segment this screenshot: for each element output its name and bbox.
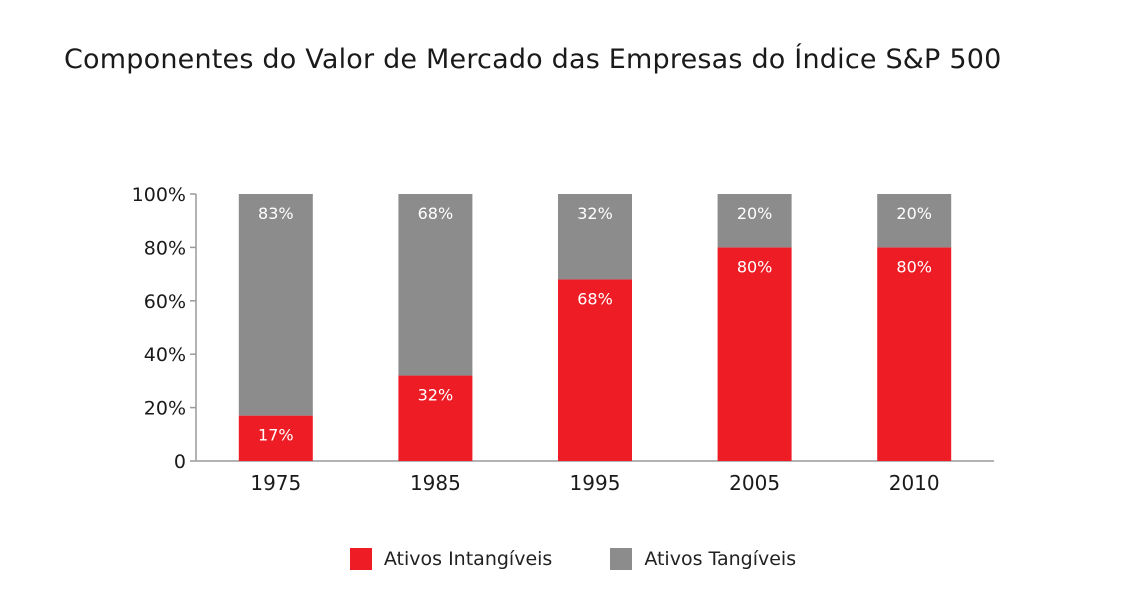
data-label-tangible: 32% bbox=[577, 204, 613, 223]
x-tick-label: 2005 bbox=[729, 471, 780, 495]
chart-title: Componentes do Valor de Mercado das Empr… bbox=[64, 44, 1002, 75]
data-label-intangible: 80% bbox=[737, 257, 773, 276]
legend-swatch-intangible bbox=[349, 548, 372, 570]
x-tick-label: 1975 bbox=[250, 471, 301, 495]
bar-segment-intangible bbox=[558, 279, 632, 461]
legend-swatch-tangible bbox=[610, 548, 633, 570]
y-tick-label: 60% bbox=[144, 291, 186, 313]
data-label-tangible: 20% bbox=[896, 204, 932, 223]
bar-segment-tangible bbox=[558, 194, 632, 280]
x-tick-label: 1985 bbox=[410, 471, 461, 495]
y-tick-label: 100% bbox=[132, 184, 186, 206]
y-tick-label: 80% bbox=[144, 237, 186, 259]
bar-segment-intangible bbox=[398, 375, 473, 461]
x-tick-label: 1995 bbox=[570, 471, 621, 495]
bar-segment-intangible bbox=[877, 247, 952, 461]
legend-label-tangible: Ativos Tangíveis bbox=[644, 548, 797, 570]
y-tick-label: 40% bbox=[144, 344, 186, 366]
data-label-tangible: 83% bbox=[258, 204, 294, 223]
bar-segment-tangible bbox=[717, 194, 792, 248]
x-tick-label: 2010 bbox=[889, 471, 940, 495]
legend-item-intangible: Ativos Intangíveis bbox=[349, 548, 553, 570]
data-label-intangible: 68% bbox=[577, 289, 613, 308]
y-tick-label: 20% bbox=[144, 398, 186, 420]
data-label-intangible: 17% bbox=[258, 426, 294, 445]
legend-item-tangible: Ativos Tangíveis bbox=[610, 548, 796, 570]
bar-segment-intangible bbox=[717, 247, 792, 461]
data-label-intangible: 80% bbox=[896, 257, 932, 276]
bar-segment-tangible bbox=[877, 194, 952, 248]
y-tick-label: 0 bbox=[174, 451, 186, 473]
bar-segment-tangible bbox=[398, 194, 473, 376]
data-label-tangible: 20% bbox=[737, 204, 773, 223]
data-label-tangible: 68% bbox=[418, 204, 454, 223]
bar-segment-tangible bbox=[238, 194, 313, 416]
bar-segment-intangible bbox=[238, 415, 313, 461]
legend: Ativos Intangíveis Ativos Tangíveis bbox=[0, 548, 1146, 570]
data-label-intangible: 32% bbox=[418, 386, 454, 405]
legend-label-intangible: Ativos Intangíveis bbox=[383, 548, 553, 570]
